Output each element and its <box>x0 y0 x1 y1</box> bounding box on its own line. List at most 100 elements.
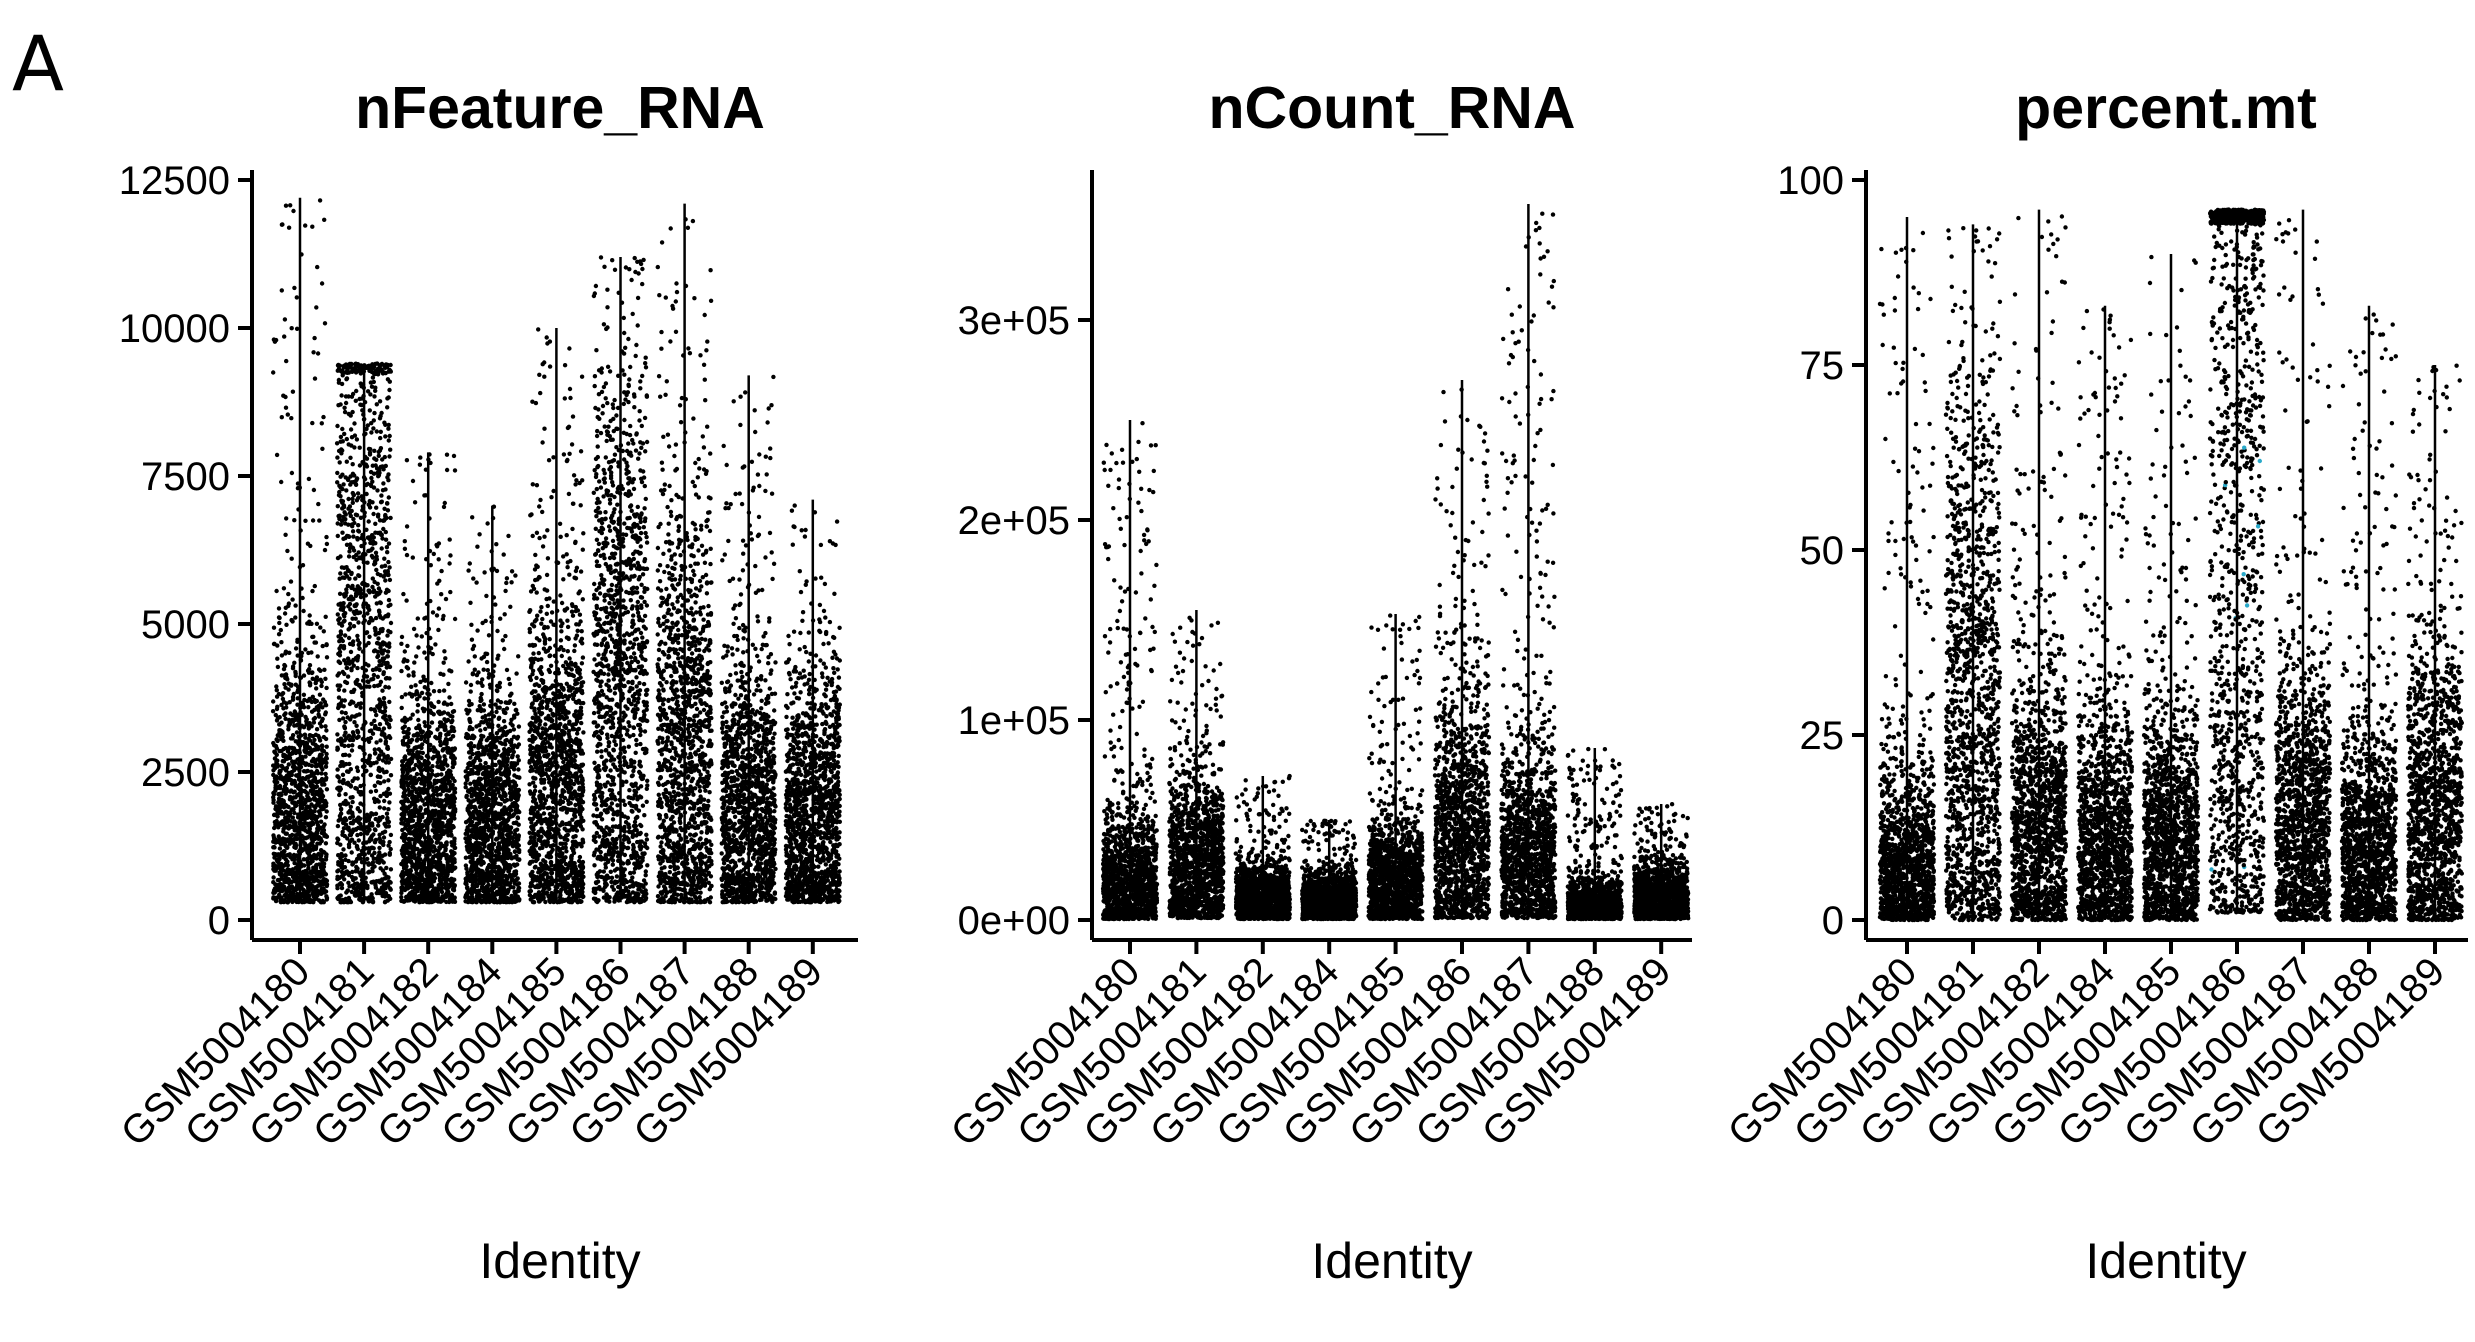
data-point <box>345 661 349 665</box>
data-point <box>445 453 449 457</box>
data-point <box>383 614 387 618</box>
data-point <box>356 491 360 495</box>
data-point <box>312 837 316 841</box>
data-point <box>308 813 312 817</box>
data-point <box>323 548 327 552</box>
data-point <box>324 857 328 861</box>
data-point <box>429 681 433 685</box>
data-point <box>369 773 373 777</box>
data-point <box>417 818 421 822</box>
data-point <box>382 835 386 839</box>
data-point <box>410 693 414 697</box>
data-point <box>316 502 320 506</box>
data-point <box>340 861 344 865</box>
data-point <box>405 665 409 669</box>
data-point <box>345 437 349 441</box>
data-point <box>302 810 306 814</box>
data-point <box>389 773 393 777</box>
data-point <box>275 858 279 862</box>
data-point <box>355 634 359 638</box>
data-point <box>352 624 356 628</box>
data-point <box>366 870 370 874</box>
data-point <box>336 534 340 538</box>
data-point <box>423 685 427 689</box>
y-axis-ticks: 02500500075001000012500 <box>119 159 252 943</box>
data-point <box>374 812 378 816</box>
data-point <box>308 798 312 802</box>
data-point <box>337 695 341 699</box>
data-point <box>315 784 319 788</box>
data-point <box>386 427 390 431</box>
data-point <box>282 586 286 590</box>
data-point <box>314 764 318 768</box>
data-point <box>450 714 454 718</box>
data-point <box>341 373 345 377</box>
data-point <box>430 864 434 868</box>
data-point <box>367 685 371 689</box>
data-point <box>320 887 324 891</box>
data-point <box>354 704 358 708</box>
data-point <box>355 536 359 540</box>
data-point <box>369 476 373 480</box>
data-point <box>336 504 340 508</box>
data-point <box>415 692 419 696</box>
data-point <box>295 875 299 879</box>
data-point <box>343 633 347 637</box>
data-point <box>341 866 345 870</box>
data-point <box>357 683 361 687</box>
data-point <box>430 815 434 819</box>
data-point <box>423 780 427 784</box>
data-point <box>429 646 433 650</box>
data-point <box>437 557 441 561</box>
data-point <box>320 705 324 709</box>
data-point <box>318 625 322 629</box>
data-point <box>352 841 356 845</box>
data-point <box>414 763 418 767</box>
data-point <box>399 669 403 673</box>
data-point <box>482 570 486 574</box>
data-point <box>403 539 407 543</box>
data-point <box>379 500 383 504</box>
data-point <box>280 765 284 769</box>
data-point <box>401 739 405 743</box>
data-point <box>342 432 346 436</box>
data-point <box>453 807 457 811</box>
data-point <box>494 542 498 546</box>
data-point <box>347 535 351 539</box>
data-point <box>338 616 342 620</box>
data-point <box>320 796 324 800</box>
data-point <box>415 882 419 886</box>
data-point <box>350 850 354 854</box>
data-point <box>376 774 380 778</box>
data-point <box>422 859 426 863</box>
data-point <box>386 472 390 476</box>
data-point <box>274 744 278 748</box>
data-point <box>324 878 328 882</box>
data-point <box>508 605 512 609</box>
data-point <box>310 421 314 425</box>
data-point <box>388 665 392 669</box>
data-point <box>306 860 310 864</box>
data-point <box>415 888 419 892</box>
data-point <box>403 692 407 696</box>
data-point <box>452 888 456 892</box>
data-point <box>377 747 381 751</box>
data-point <box>348 702 352 706</box>
data-point <box>278 769 282 773</box>
data-point <box>288 203 292 207</box>
data-point <box>313 584 317 588</box>
data-point <box>433 748 437 752</box>
data-point <box>439 592 443 596</box>
data-point <box>290 597 294 601</box>
data-point <box>379 858 383 862</box>
data-point <box>374 551 378 555</box>
data-point <box>347 577 351 581</box>
data-point <box>419 814 423 818</box>
data-point <box>348 717 352 721</box>
data-point <box>303 875 307 879</box>
data-point <box>271 801 275 805</box>
violin-gsm5004182 <box>399 452 457 904</box>
data-point <box>302 821 306 825</box>
data-point <box>287 601 291 605</box>
data-point <box>430 720 434 724</box>
